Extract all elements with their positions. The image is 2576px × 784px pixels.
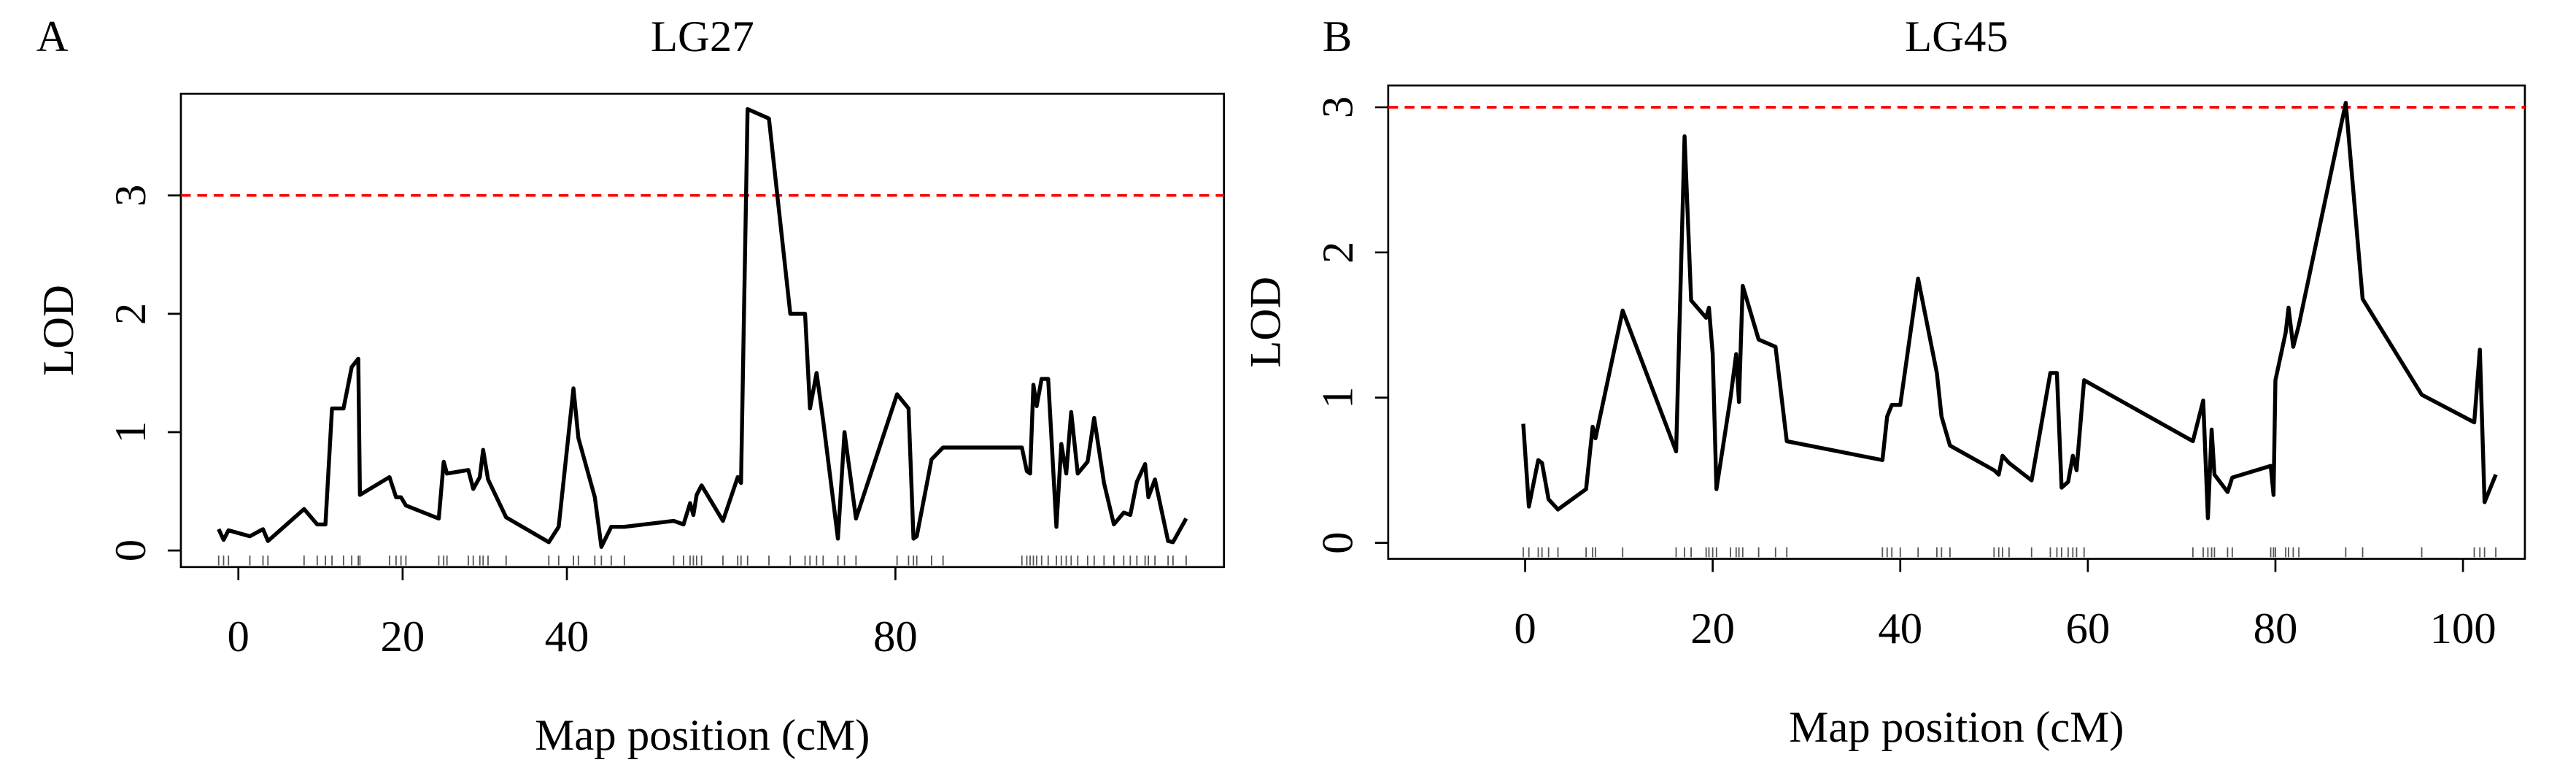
x-axis-label: Map position (cM)	[535, 711, 870, 760]
y-tick-label: 2	[1314, 242, 1363, 264]
panel-label: B	[1323, 12, 1353, 61]
chart-title: LG45	[1905, 12, 2008, 61]
lod-line	[1521, 101, 2498, 520]
x-tick-label: 40	[1878, 604, 1922, 653]
x-tick-label: 20	[381, 612, 425, 661]
y-tick-label: 3	[107, 185, 155, 207]
x-tick-label: 100	[2430, 604, 2496, 653]
y-axis-label: LOD	[1242, 277, 1291, 368]
x-tick-label: 60	[2065, 604, 2110, 653]
y-tick-label: 1	[1314, 387, 1363, 409]
y-tick-label: 0	[107, 539, 155, 561]
chart-title: LG27	[651, 12, 754, 61]
x-tick-label: 0	[1514, 604, 1536, 653]
y-tick-label: 1	[107, 421, 155, 443]
y-tick-label: 0	[1314, 531, 1363, 553]
plot-box	[1387, 84, 2526, 560]
x-tick-label: 20	[1690, 604, 1735, 653]
x-tick-label: 80	[873, 612, 918, 661]
lod-line	[217, 107, 1188, 549]
y-tick-label: 2	[107, 303, 155, 325]
x-tick-label: 40	[545, 612, 589, 661]
plot-box	[179, 92, 1226, 569]
x-tick-label: 80	[2254, 604, 2298, 653]
x-axis-label: Map position (cM)	[1789, 703, 2124, 752]
y-axis-label: LOD	[34, 285, 83, 376]
x-tick-label: 0	[228, 612, 250, 661]
panel-label: A	[36, 12, 69, 61]
y-tick-label: 3	[1314, 96, 1363, 118]
